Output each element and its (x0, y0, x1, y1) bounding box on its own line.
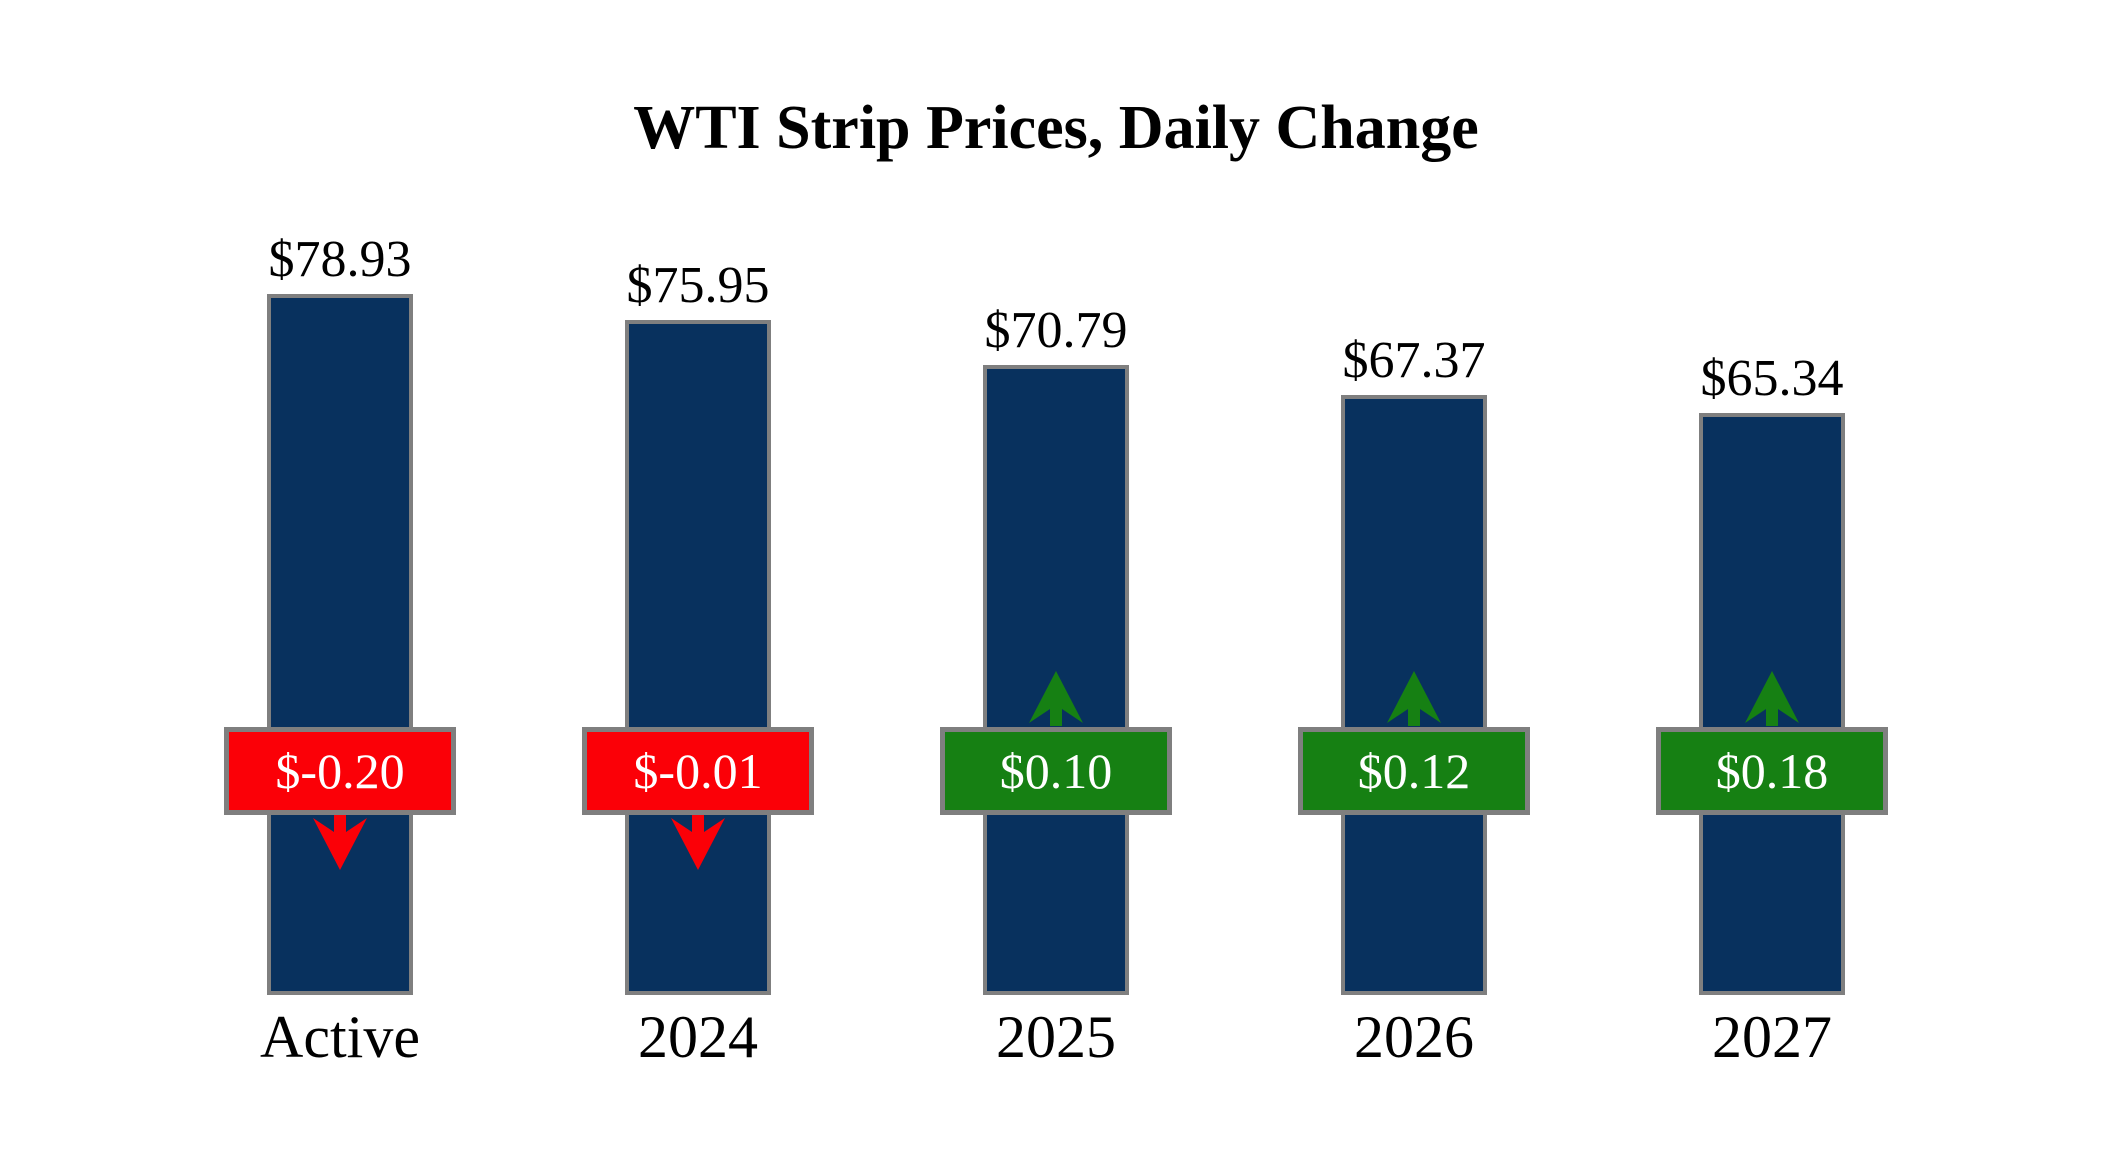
change-badge: $0.10 (940, 727, 1172, 815)
change-badge: $0.12 (1298, 727, 1530, 815)
up-arrow-icon (1740, 671, 1804, 727)
category-label: 2027 (1712, 1004, 1832, 1070)
change-badge: $0.18 (1656, 727, 1888, 815)
price-label: $65.34 (1700, 350, 1844, 407)
category-label: 2025 (996, 1004, 1116, 1070)
change-badge: $-0.20 (224, 727, 456, 815)
bar-column-2025: $70.79 $0.10 2025 (877, 230, 1235, 1069)
bar-column-2027: $65.34 $0.18 2027 (1593, 230, 1951, 1069)
change-badge: $-0.01 (582, 727, 814, 815)
plot-area: $78.93 $-0.20 Active $75.95 $-0.01 2024 … (161, 230, 1951, 1069)
up-arrow-icon (1024, 671, 1088, 727)
down-arrow-icon (308, 815, 372, 871)
price-label: $75.95 (626, 257, 770, 314)
category-label: 2024 (638, 1004, 758, 1070)
price-label: $70.79 (984, 302, 1128, 359)
category-label: Active (260, 1004, 420, 1070)
price-label: $78.93 (268, 231, 412, 288)
bar-column-2026: $67.37 $0.12 2026 (1235, 230, 1593, 1069)
up-arrow-icon (1382, 671, 1446, 727)
down-arrow-icon (666, 815, 730, 871)
chart-title: WTI Strip Prices, Daily Change (633, 94, 1479, 162)
bar-column-active: $78.93 $-0.20 Active (161, 230, 519, 1069)
category-label: 2026 (1354, 1004, 1474, 1070)
price-label: $67.37 (1342, 332, 1486, 389)
bar-column-2024: $75.95 $-0.01 2024 (519, 230, 877, 1069)
price-bar (267, 294, 413, 995)
price-bar (625, 320, 771, 995)
